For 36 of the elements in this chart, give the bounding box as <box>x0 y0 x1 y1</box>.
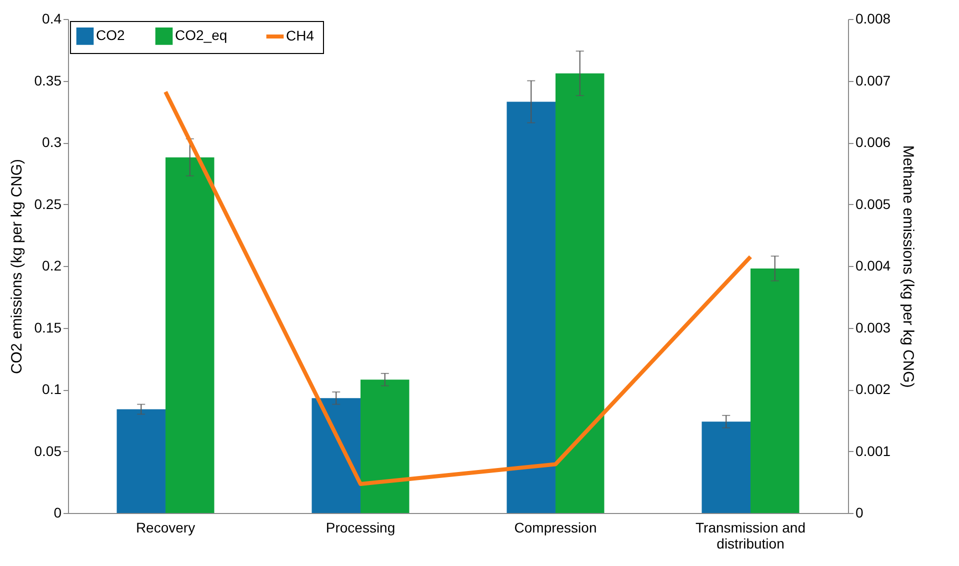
y2-tick-label: 0.002 <box>856 381 891 397</box>
legend-label: CO2 <box>96 27 125 44</box>
y2-tick-label: 0 <box>856 504 864 520</box>
line-series <box>164 90 752 486</box>
bar <box>360 380 410 513</box>
y-tick-label: 0.2 <box>42 258 62 274</box>
bar <box>166 157 214 513</box>
y-axis-title: CO2 emissions (kg per kg CNG) <box>8 158 26 374</box>
y-tick-label: 0.1 <box>42 381 62 397</box>
legend-label: CO2_eq <box>175 27 228 44</box>
y-tick-label: 0.35 <box>34 72 62 88</box>
y-tick-label: 0.05 <box>34 442 62 459</box>
y2-tick-label: 0.004 <box>856 258 891 274</box>
bar <box>556 73 604 513</box>
y-tick-label: 0.3 <box>42 134 62 150</box>
bar <box>116 409 166 513</box>
y-tick-label: 0 <box>54 504 62 520</box>
bar <box>506 102 556 513</box>
y2-tick-label: 0.007 <box>856 72 891 88</box>
bar <box>312 398 360 513</box>
x-tick-label: Recovery <box>136 520 196 536</box>
y2-tick-label: 0.008 <box>856 10 891 26</box>
y-tick-label: 0.15 <box>34 319 62 336</box>
y2-axis-title: Methane emissions (kg per kg CNG) <box>900 145 917 388</box>
legend-label: CH4 <box>286 28 314 44</box>
x-tick-label: Compression <box>514 520 597 536</box>
x-tick-label: Processing <box>326 520 396 536</box>
y-tick-label: 0.25 <box>34 196 62 212</box>
y2-tick-label: 0.001 <box>856 442 891 459</box>
bar <box>702 422 750 513</box>
y2-tick-label: 0.005 <box>856 196 891 212</box>
y2-tick-label: 0.006 <box>856 134 891 150</box>
x-tick-label: Transmission and distribution <box>696 520 806 552</box>
bar <box>750 268 800 513</box>
y2-tick-label: 0.003 <box>856 319 891 336</box>
y-tick-label: 0.4 <box>42 10 62 26</box>
